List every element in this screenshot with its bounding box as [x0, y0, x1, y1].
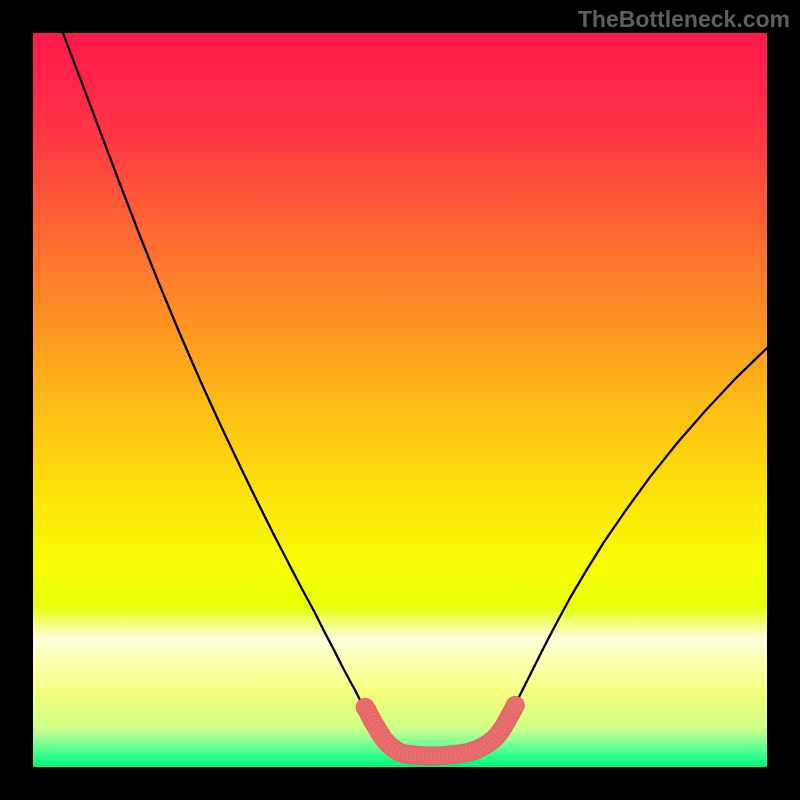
figure-root: TheBottleneck.com — [0, 0, 800, 800]
fidelity-marker — [506, 696, 524, 714]
plot-background — [33, 33, 767, 767]
plot-svg — [0, 0, 800, 800]
watermark-text: TheBottleneck.com — [578, 6, 790, 33]
